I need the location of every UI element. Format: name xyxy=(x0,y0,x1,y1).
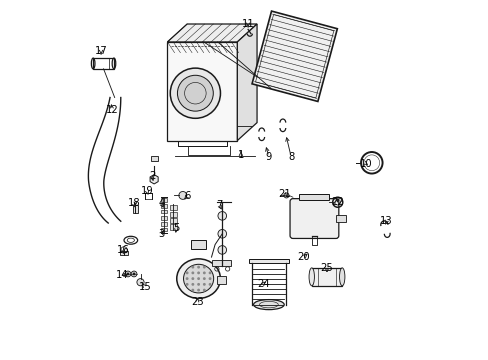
Circle shape xyxy=(131,271,137,277)
Text: 7: 7 xyxy=(216,200,222,210)
Circle shape xyxy=(137,279,144,286)
Bar xyxy=(311,268,342,286)
Bar xyxy=(93,58,114,69)
Polygon shape xyxy=(237,24,257,140)
Polygon shape xyxy=(167,24,257,42)
Text: 17: 17 xyxy=(95,46,107,56)
Circle shape xyxy=(191,283,194,286)
Circle shape xyxy=(185,277,188,280)
Ellipse shape xyxy=(253,300,284,310)
Bar xyxy=(120,251,127,255)
Text: 13: 13 xyxy=(380,216,392,226)
Circle shape xyxy=(185,283,188,286)
Bar xyxy=(248,259,288,264)
Polygon shape xyxy=(251,11,337,102)
Circle shape xyxy=(218,212,226,220)
Text: 23: 23 xyxy=(190,297,203,307)
Text: 14: 14 xyxy=(116,270,129,280)
Text: 5: 5 xyxy=(173,224,179,233)
Text: 6: 6 xyxy=(183,191,190,201)
Text: 3: 3 xyxy=(158,229,164,239)
Circle shape xyxy=(197,271,200,274)
Ellipse shape xyxy=(183,264,213,293)
Circle shape xyxy=(284,193,288,198)
Circle shape xyxy=(203,277,205,280)
Circle shape xyxy=(126,273,129,275)
Text: 4: 4 xyxy=(158,198,164,208)
Bar xyxy=(191,240,205,249)
Circle shape xyxy=(203,271,205,274)
Text: 2: 2 xyxy=(148,171,155,181)
Text: 10: 10 xyxy=(359,159,372,169)
Circle shape xyxy=(125,271,131,277)
Circle shape xyxy=(197,283,200,286)
Circle shape xyxy=(179,192,186,199)
Bar xyxy=(160,216,167,220)
Polygon shape xyxy=(150,175,158,184)
Text: 22: 22 xyxy=(331,197,344,207)
Circle shape xyxy=(191,271,194,274)
Ellipse shape xyxy=(176,259,220,298)
FancyBboxPatch shape xyxy=(289,199,338,238)
Text: 8: 8 xyxy=(287,152,294,162)
Bar xyxy=(217,276,226,284)
Circle shape xyxy=(218,229,226,238)
Ellipse shape xyxy=(339,268,344,286)
Circle shape xyxy=(191,277,194,280)
Circle shape xyxy=(132,273,135,275)
Text: 9: 9 xyxy=(265,152,271,162)
Ellipse shape xyxy=(308,268,314,286)
Text: 16: 16 xyxy=(117,245,129,255)
Bar xyxy=(170,205,176,210)
Text: 18: 18 xyxy=(127,198,140,208)
Bar xyxy=(211,260,231,266)
Polygon shape xyxy=(167,42,237,140)
Bar xyxy=(299,194,329,200)
Text: 21: 21 xyxy=(278,189,290,199)
Circle shape xyxy=(203,283,205,286)
Text: 20: 20 xyxy=(297,252,309,262)
Bar xyxy=(170,225,176,230)
Circle shape xyxy=(208,271,211,274)
Circle shape xyxy=(185,271,188,274)
Circle shape xyxy=(208,277,211,280)
Circle shape xyxy=(203,289,205,292)
Text: 24: 24 xyxy=(256,279,269,289)
Bar xyxy=(160,198,167,202)
Circle shape xyxy=(197,289,200,292)
Text: 19: 19 xyxy=(140,186,153,196)
Circle shape xyxy=(170,68,220,118)
Circle shape xyxy=(208,283,211,286)
Bar xyxy=(170,218,176,224)
Bar xyxy=(335,215,346,222)
Bar xyxy=(132,206,138,213)
Circle shape xyxy=(191,266,194,269)
Bar xyxy=(160,210,167,213)
Text: 25: 25 xyxy=(320,263,333,273)
Bar xyxy=(150,156,158,161)
Circle shape xyxy=(197,277,200,280)
Circle shape xyxy=(177,75,213,111)
Text: 15: 15 xyxy=(138,282,151,292)
Text: 11: 11 xyxy=(241,19,254,29)
Bar xyxy=(160,204,167,208)
Bar xyxy=(160,228,167,231)
Text: 1: 1 xyxy=(237,150,244,160)
Bar xyxy=(160,222,167,226)
Circle shape xyxy=(191,289,194,292)
Circle shape xyxy=(218,246,226,254)
Circle shape xyxy=(197,266,200,269)
Text: 12: 12 xyxy=(105,105,118,115)
Circle shape xyxy=(203,266,205,269)
Bar xyxy=(170,212,176,217)
